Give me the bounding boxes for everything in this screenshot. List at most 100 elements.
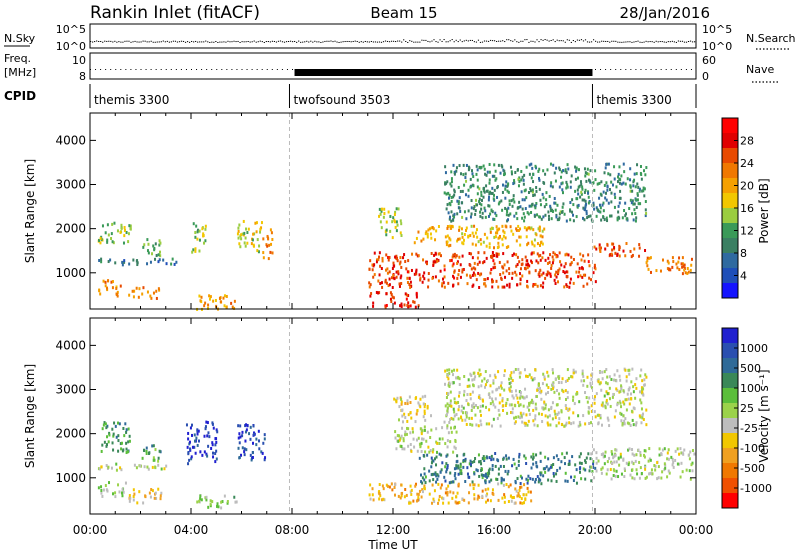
data-cell [458, 500, 461, 504]
data-cell [530, 400, 533, 404]
data-cell [508, 203, 511, 207]
data-cell [525, 374, 528, 378]
data-cell [455, 169, 458, 173]
data-cell [638, 460, 641, 464]
data-cell [525, 462, 528, 466]
data-cell [116, 229, 119, 233]
data-cell [385, 220, 388, 224]
data-cell [112, 492, 115, 496]
data-cell [465, 415, 468, 419]
data-cell [629, 178, 632, 182]
data-cell [205, 420, 208, 424]
data-cell [503, 231, 506, 235]
data-cell [252, 232, 255, 236]
data-cell [599, 416, 602, 420]
data-cell [435, 480, 438, 484]
data-cell [104, 284, 107, 288]
data-cell [434, 275, 437, 279]
data-cell [443, 264, 446, 268]
nsky-mark [312, 41, 314, 43]
data-cell [200, 498, 203, 502]
data-cell [117, 483, 120, 487]
data-cell [475, 228, 478, 232]
data-cell [490, 191, 493, 195]
data-cell [519, 403, 522, 407]
freq-mark [90, 69, 91, 70]
data-cell [480, 423, 483, 427]
data-cell [609, 467, 612, 471]
data-cell [453, 474, 456, 478]
data-cell [420, 450, 423, 454]
data-cell [115, 435, 118, 439]
data-cell [508, 267, 511, 271]
data-cell [539, 471, 542, 475]
data-cell [123, 225, 126, 229]
data-cell [475, 198, 478, 202]
data-cell [214, 443, 217, 447]
data-cell [514, 487, 517, 491]
data-cell [538, 187, 541, 191]
data-cell [631, 418, 634, 422]
nsky-mark [334, 40, 336, 42]
data-cell [226, 499, 229, 503]
data-cell [518, 235, 521, 239]
freq-mark [534, 69, 536, 70]
data-cell [535, 186, 538, 190]
data-cell [542, 407, 545, 411]
data-cell [455, 254, 458, 258]
data-cell [454, 446, 457, 450]
data-cell [99, 236, 102, 240]
data-cell [610, 214, 613, 218]
data-cell [120, 468, 123, 472]
data-cell [446, 426, 449, 430]
data-cell [527, 241, 530, 245]
data-cell [532, 172, 535, 176]
data-cell [540, 217, 543, 221]
freq-mark [372, 69, 374, 70]
data-cell [526, 259, 529, 263]
data-cell [543, 227, 546, 231]
data-cell [651, 472, 654, 476]
data-cell [570, 255, 573, 259]
data-cell [582, 206, 585, 210]
data-cell [518, 260, 521, 264]
data-cell [589, 214, 592, 218]
data-cell [613, 246, 616, 250]
data-cell [518, 390, 521, 394]
data-cell [528, 401, 531, 405]
data-cell [528, 373, 531, 377]
data-cell [453, 414, 456, 418]
data-cell [100, 465, 103, 469]
data-cell [510, 499, 513, 503]
data-cell [424, 481, 427, 485]
data-cell [450, 404, 453, 408]
data-cell [643, 455, 646, 459]
data-cell [455, 166, 458, 170]
data-cell [380, 266, 383, 270]
data-cell [497, 236, 500, 240]
nsky-mark [463, 40, 465, 42]
data-cell [159, 497, 162, 501]
nsky-mark [443, 39, 445, 41]
data-cell [574, 463, 577, 467]
data-cell [505, 225, 508, 229]
data-cell [477, 240, 480, 244]
data-cell [500, 199, 503, 203]
data-cell [487, 204, 490, 208]
data-cell [424, 450, 427, 454]
data-cell [661, 258, 664, 262]
data-cell [450, 416, 453, 420]
data-cell [192, 248, 195, 252]
colorbar-swatch [722, 268, 738, 284]
data-cell [600, 388, 603, 392]
data-cell [590, 409, 593, 413]
data-cell [582, 284, 585, 288]
data-cell [397, 434, 400, 438]
data-cell [448, 481, 451, 485]
data-cell [550, 181, 553, 185]
data-cell [120, 441, 123, 445]
data-cell [421, 429, 424, 433]
data-cell [612, 474, 615, 478]
data-cell [488, 467, 491, 471]
data-cell [595, 214, 598, 218]
